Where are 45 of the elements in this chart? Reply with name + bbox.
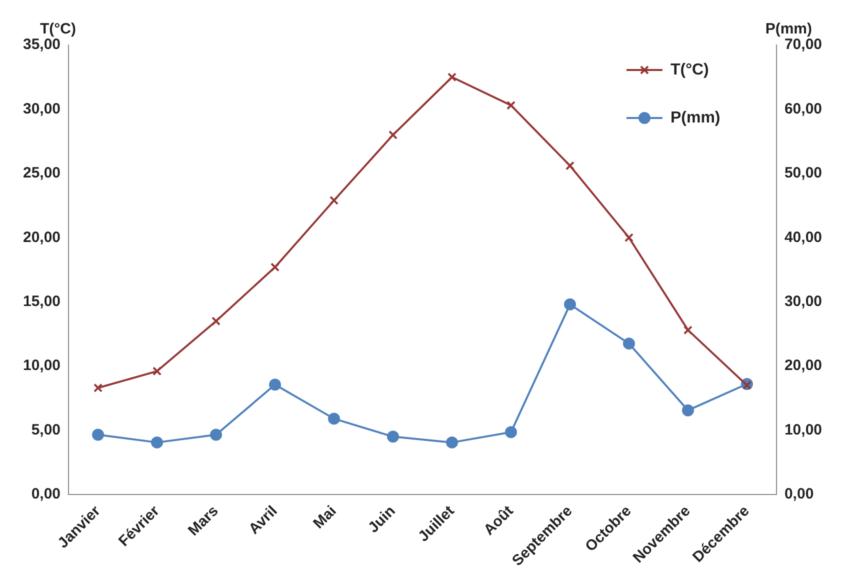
point [564, 298, 576, 310]
y-tick-label: 5,00 [31, 421, 61, 438]
point [565, 161, 575, 170]
y-tick-label: 0,00 [31, 486, 61, 503]
point [269, 378, 282, 391]
point [92, 428, 104, 441]
y-tick-label: 25,00 [22, 164, 61, 182]
point [624, 233, 634, 242]
point [329, 196, 339, 205]
legend-label: P(mm) [670, 109, 720, 126]
x-tick-label: Juin [364, 502, 399, 536]
point [387, 430, 400, 443]
point [151, 436, 164, 448]
point [328, 412, 340, 425]
legend-label: T(°C) [670, 61, 709, 78]
point [152, 366, 162, 376]
y-tick-label: 10,00 [22, 357, 61, 374]
point [504, 426, 517, 438]
point [210, 428, 222, 441]
point [388, 130, 398, 140]
y2-tick-label: 40,00 [784, 228, 822, 246]
y2-tick-label: 50,00 [784, 164, 822, 182]
y2-axis-title: P(mm) [765, 20, 812, 38]
point [447, 72, 457, 82]
y-tick-label: 35,00 [22, 36, 61, 54]
y2-tick-label: 10,00 [784, 421, 822, 438]
y2-tick-label: 30,00 [784, 292, 822, 310]
point [682, 404, 694, 416]
y-tick-label: 30,00 [22, 100, 61, 118]
y2-tick-label: 60,00 [784, 100, 822, 118]
point [683, 326, 693, 335]
y2-tick-label: 20,00 [784, 357, 822, 374]
x-tick-label: Mai [310, 502, 340, 532]
point [94, 383, 103, 392]
point [622, 338, 635, 350]
point [742, 380, 752, 390]
y-axis-title: T(°C) [40, 20, 76, 38]
y-tick-label: 20,00 [22, 228, 61, 246]
point [270, 262, 280, 272]
y-tick-label: 15,00 [22, 292, 61, 310]
y2-tick-label: 0,00 [784, 486, 814, 503]
point [446, 436, 458, 448]
y2-tick-label: 70,00 [784, 36, 822, 54]
point [506, 100, 516, 110]
point [211, 316, 221, 326]
